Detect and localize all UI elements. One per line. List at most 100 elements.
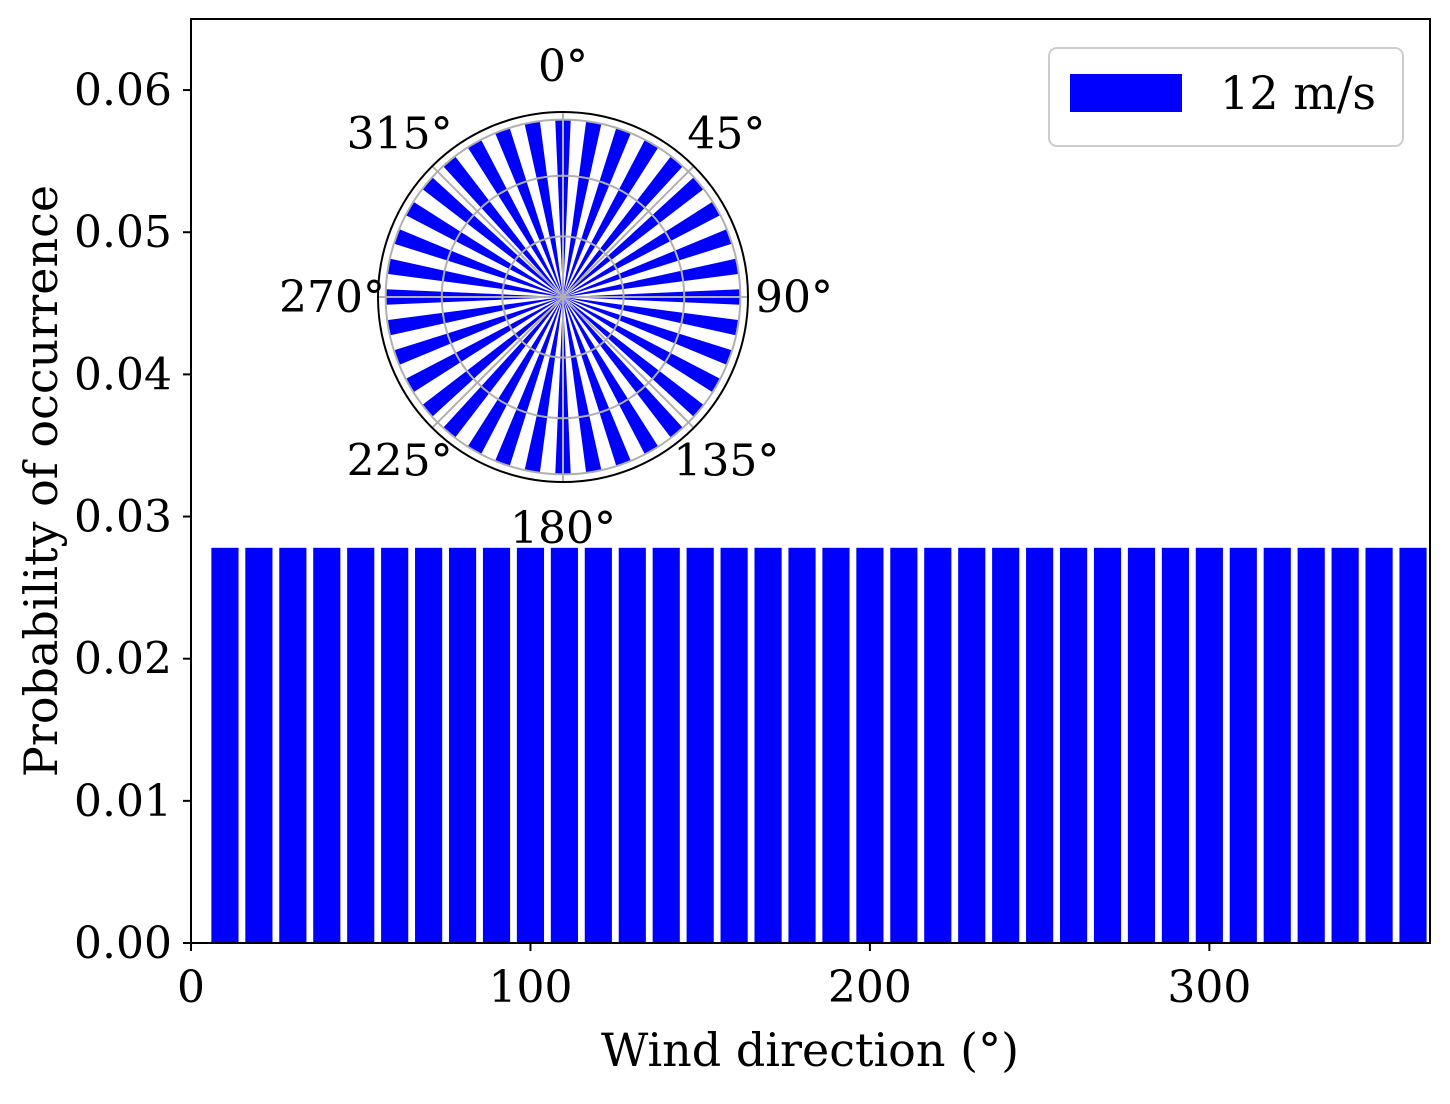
- polar-bar-340: [495, 127, 563, 297]
- bar-320: [1263, 547, 1291, 943]
- polar-bar-60: [563, 201, 721, 297]
- ticks-layer: 0 100 200 300 0.00 0.01 0.02 0.03 0.04 0.05 0.06: [74, 65, 1251, 1013]
- bar-40: [313, 547, 341, 943]
- polar-bar-200: [495, 297, 563, 467]
- bar-50: [347, 547, 375, 943]
- polar-bar-300: [405, 201, 563, 297]
- legend-label-12ms: 12 m/s: [1220, 66, 1376, 120]
- bar-360: [1399, 547, 1427, 943]
- polar-bar-190: [524, 297, 563, 473]
- polar-bar-170: [563, 297, 602, 473]
- y-tick-label: 0.01: [74, 776, 172, 827]
- bar-20: [245, 547, 273, 943]
- bar-180: [788, 547, 816, 943]
- polar-bar-320: [443, 156, 563, 297]
- bar-280: [1127, 547, 1156, 943]
- bar-30: [279, 547, 307, 943]
- x-axis-title: Wind direction (°): [601, 1023, 1019, 1077]
- bar-300: [1195, 547, 1223, 943]
- polar-bar-290: [393, 229, 563, 297]
- bar-110: [550, 547, 578, 943]
- bar-150: [686, 547, 714, 943]
- polar-bar-100: [563, 297, 739, 336]
- polar-angle-label: 45°: [687, 109, 765, 160]
- polar-bar-50: [563, 177, 704, 297]
- bar-100: [516, 547, 545, 943]
- bar-130: [618, 547, 646, 943]
- bar-230: [958, 547, 986, 943]
- polar-angle-label: 0°: [538, 41, 588, 92]
- x-tick-label: 200: [828, 962, 912, 1013]
- x-tick-label: 300: [1167, 962, 1251, 1013]
- polar-bar-20: [563, 127, 631, 297]
- polar-bar-130: [563, 297, 704, 417]
- polar-angle-label: 270°: [279, 272, 385, 323]
- polar-angle-label: 135°: [673, 435, 779, 486]
- bar-290: [1161, 547, 1189, 943]
- bar-70: [415, 547, 443, 943]
- polar-bar-110: [563, 297, 733, 365]
- polar-bar-70: [563, 229, 733, 297]
- bar-330: [1297, 547, 1325, 943]
- polar-grid-spoke: [431, 165, 564, 298]
- bar-120: [584, 547, 612, 943]
- bar-90: [482, 547, 511, 943]
- bar-140: [652, 547, 680, 943]
- polar-bar-310: [422, 177, 563, 297]
- legend-box: [1048, 47, 1404, 147]
- polar-frame: [377, 111, 749, 483]
- polar-bar-140: [563, 297, 683, 438]
- polar-bar-210: [467, 297, 563, 455]
- polar-angle-label: 180°: [510, 503, 616, 554]
- bar-350: [1365, 547, 1393, 943]
- bar-210: [890, 547, 918, 943]
- y-axis-title: Probability of occurrence: [14, 185, 68, 777]
- polar-grid-spoke: [562, 296, 695, 429]
- bar-310: [1229, 547, 1257, 943]
- bar-190: [822, 547, 850, 943]
- bar-170: [754, 547, 782, 943]
- bar-160: [720, 547, 748, 943]
- polar-bar-120: [563, 297, 721, 393]
- x-tick-label: 0: [177, 962, 205, 1013]
- bar-200: [856, 547, 884, 943]
- legend: 12 m/s: [1048, 47, 1404, 147]
- bar-220: [924, 547, 952, 943]
- y-tick-label: 0.03: [74, 492, 172, 543]
- bar-10: [211, 547, 239, 943]
- polar-bar-220: [443, 297, 563, 438]
- bar-240: [992, 547, 1020, 943]
- polar-grid-spoke: [562, 165, 695, 298]
- polar-bar-330: [467, 139, 563, 297]
- y-tick-label: 0.06: [74, 65, 172, 116]
- polar-bar-260: [387, 297, 563, 336]
- y-tick-label: 0.05: [74, 207, 172, 258]
- y-tick-label: 0.00: [74, 918, 172, 969]
- polar-bar-40: [563, 156, 683, 297]
- polar-angle-label: 90°: [755, 272, 833, 323]
- polar-bar-240: [405, 297, 563, 393]
- bar-340: [1331, 547, 1359, 943]
- bar-270: [1093, 547, 1122, 943]
- polar-bar-280: [387, 258, 563, 297]
- legend-swatch-12ms: [1070, 74, 1182, 112]
- plot-frame: [190, 18, 1431, 944]
- polar-bar-230: [422, 297, 563, 417]
- bar-250: [1026, 547, 1054, 943]
- polar-bar-160: [563, 297, 631, 467]
- polar-bar-30: [563, 139, 659, 297]
- x-tick-label: 100: [488, 962, 572, 1013]
- bars-layer: [211, 547, 1427, 943]
- polar-angle-label: 225°: [347, 435, 453, 486]
- y-tick-label: 0.02: [74, 634, 172, 685]
- polar-angle-label: 315°: [347, 109, 453, 160]
- bar-80: [448, 547, 477, 943]
- polar-bar-150: [563, 297, 659, 455]
- polar-bar-350: [524, 121, 563, 297]
- bar-260: [1059, 547, 1088, 943]
- polar-inset: 0° 45° 90° 135° 180° 225° 270° 315°: [279, 41, 833, 554]
- polar-bar-250: [393, 297, 563, 365]
- bar-60: [381, 547, 409, 943]
